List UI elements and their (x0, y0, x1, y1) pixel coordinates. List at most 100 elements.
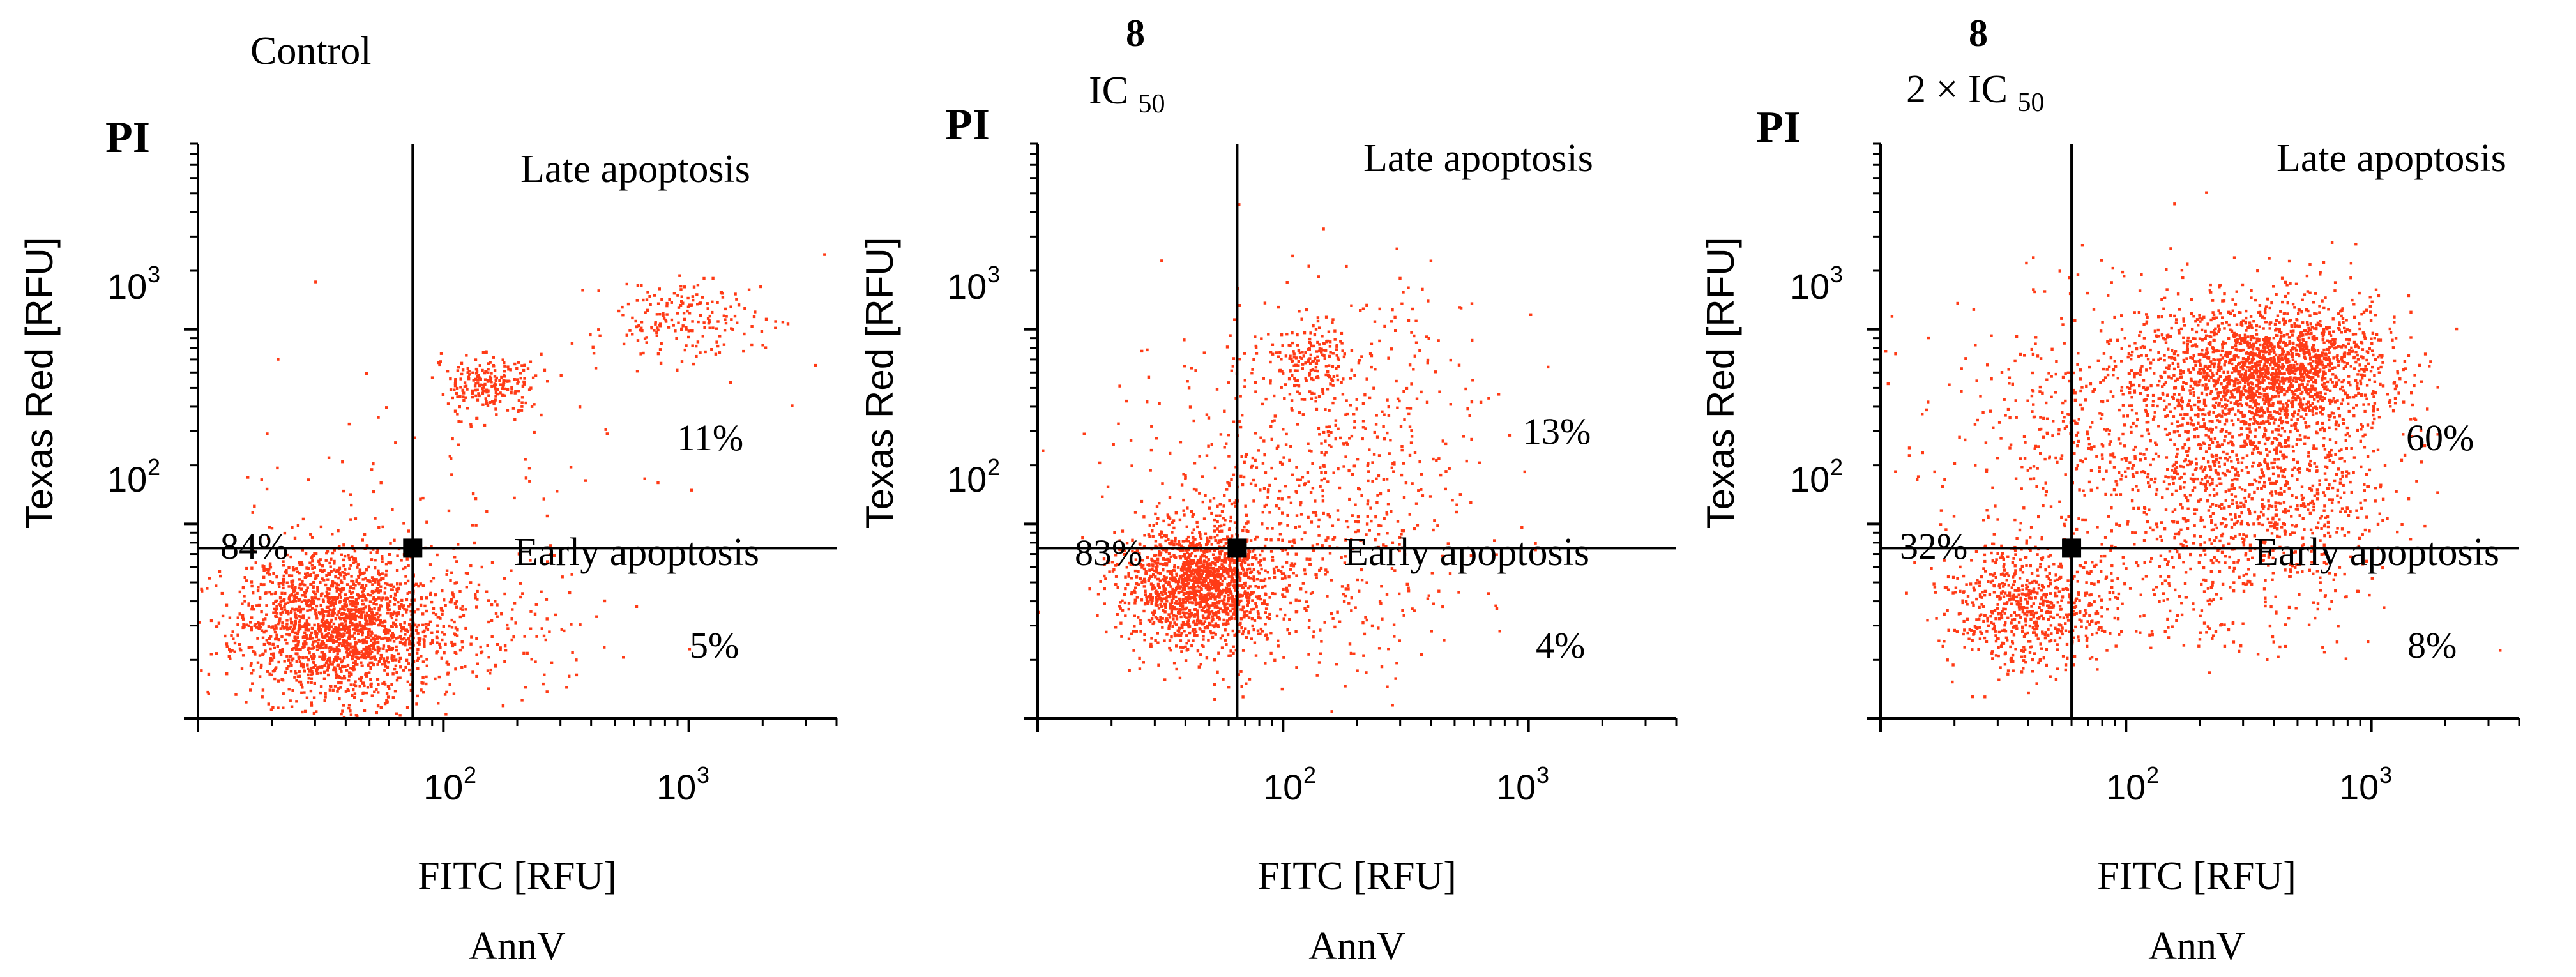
scatter-point (322, 600, 325, 603)
scatter-point (716, 344, 720, 348)
scatter-point (1231, 365, 1234, 368)
scatter-point (376, 635, 380, 639)
scatter-point (1183, 564, 1186, 568)
scatter-point (324, 644, 328, 647)
scatter-point (458, 615, 462, 619)
scatter-point (1207, 444, 1210, 448)
scatter-point (1137, 616, 1140, 619)
scatter-point (1317, 534, 1321, 537)
scatter-point (346, 688, 349, 691)
scatter-point (515, 367, 519, 370)
scatter-point (418, 639, 421, 642)
scatter-point (1335, 663, 1338, 666)
scatter-point (273, 630, 277, 634)
scatter-point (469, 642, 473, 646)
scatter-point (656, 302, 660, 305)
scatter-point (1171, 576, 1174, 580)
scatter-point (344, 625, 348, 628)
scatter-point (337, 576, 340, 580)
scatter-point (1167, 626, 1171, 630)
scatter-point (645, 336, 648, 339)
scatter-point (395, 618, 398, 622)
scatter-point (1377, 524, 1381, 527)
scatter-point (1287, 377, 1291, 381)
scatter-point (308, 647, 312, 650)
y-tick-label-1000: 10 3 (107, 261, 160, 307)
scatter-point (1101, 495, 1104, 498)
scatter-point (395, 614, 398, 618)
scatter-point (1269, 550, 1273, 553)
scatter-point (560, 628, 563, 631)
scatter-point (1223, 494, 1226, 497)
scatter-point (1210, 443, 1213, 446)
scatter-point (453, 642, 457, 646)
scatter-point (370, 611, 374, 614)
scatter-point (522, 380, 526, 384)
scatter-point (1125, 566, 1128, 569)
scatter-point (215, 652, 218, 655)
scatter-point (1261, 462, 1265, 465)
scatter-point (364, 577, 367, 580)
scatter-point (436, 624, 439, 627)
scatter-point (1378, 339, 1381, 343)
scatter-point (1317, 427, 1321, 430)
scatter-point (1448, 467, 1451, 470)
scatter-point (1217, 611, 1221, 614)
scatter-point (1189, 542, 1192, 545)
scatter-point (408, 640, 411, 644)
scatter-point (1469, 501, 1473, 504)
scatter-point (1213, 593, 1216, 596)
scatter-point (1289, 369, 1292, 372)
scatter-point (250, 646, 254, 649)
scatter-point (565, 686, 568, 689)
scatter-point (510, 638, 513, 642)
scatter-point (1326, 570, 1329, 574)
scatter-point (416, 648, 420, 651)
scatter-point (533, 403, 536, 406)
scatter-point (485, 590, 489, 593)
scatter-point (265, 487, 269, 491)
scatter-point (1282, 428, 1285, 431)
scatter-point (380, 577, 383, 580)
scatter-point (1158, 553, 1162, 556)
scatter-point (312, 600, 315, 603)
scatter-point (319, 691, 322, 695)
scatter-point (253, 504, 256, 508)
scatter-point (1284, 485, 1287, 488)
scatter-point (1177, 610, 1180, 614)
scatter-point (1291, 341, 1294, 345)
scatter-point (1213, 466, 1217, 470)
scatter-point (379, 613, 382, 617)
scatter-point (295, 660, 298, 663)
scatter-point (1193, 549, 1197, 552)
scatter-point (1314, 514, 1318, 517)
scatter-point (1155, 596, 1158, 599)
scatter-point (1208, 612, 1211, 616)
scatter-point (1183, 592, 1186, 595)
scatter-point (268, 573, 271, 576)
scatter-point (1166, 513, 1169, 517)
scatter-point (1202, 598, 1205, 602)
scatter-point (1181, 605, 1185, 609)
scatter-point (1213, 518, 1216, 522)
scatter-point (1225, 602, 1229, 605)
scatter-point (379, 578, 383, 582)
scatter-point (1192, 543, 1195, 547)
scatter-point (330, 620, 333, 623)
scatter-point (503, 365, 506, 368)
scatter-point (1188, 570, 1191, 573)
late-apoptosis-label: Late apoptosis (520, 148, 750, 191)
scatter-point (289, 617, 292, 621)
scatter-point (275, 607, 278, 611)
scatter-point (327, 592, 331, 595)
scatter-point (1160, 536, 1163, 539)
scatter-point (365, 648, 368, 651)
scatter-point (1245, 568, 1249, 572)
scatter-point (402, 626, 405, 630)
scatter-point (297, 640, 300, 644)
scatter-point (1392, 470, 1395, 473)
scatter-point (1192, 419, 1195, 423)
scatter-point (1250, 617, 1254, 621)
scatter-point (1293, 377, 1296, 381)
scatter-point (285, 610, 289, 613)
